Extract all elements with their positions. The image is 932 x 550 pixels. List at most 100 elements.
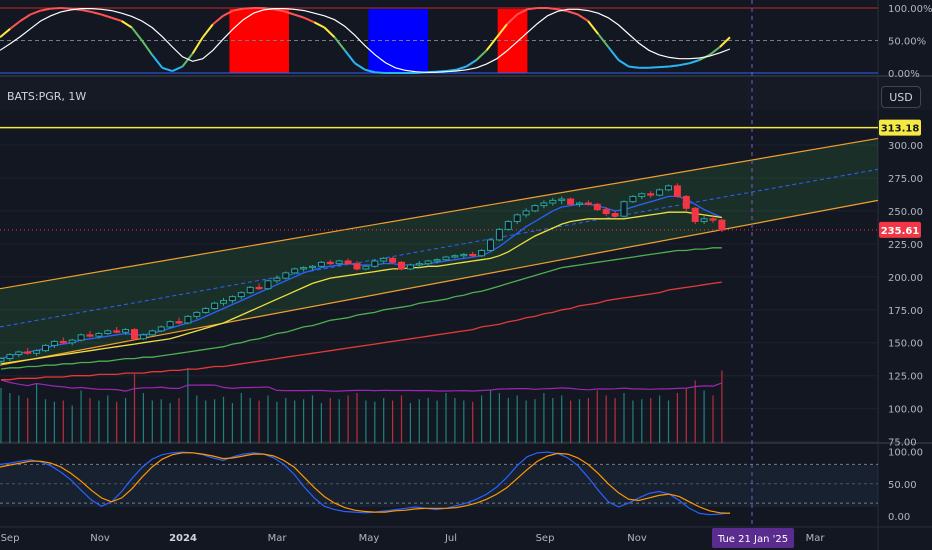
resistance-price-label: 313.18 <box>881 124 920 135</box>
candle-body <box>344 260 352 265</box>
volume-bar <box>436 400 438 443</box>
candle-body <box>495 228 503 241</box>
channel-upper-line <box>0 137 879 290</box>
candle-body <box>68 339 76 344</box>
last-price-label: 235.61 <box>881 226 920 237</box>
volume-bar <box>507 398 509 443</box>
oscillator-line-segment <box>80 8 92 13</box>
price-axis-tick-label: 300.00 <box>888 141 923 152</box>
oscillator-line-segment <box>131 26 143 42</box>
oscillator-band <box>0 465 878 507</box>
cursor-date-tag <box>712 528 794 548</box>
oscillator-line-segment <box>273 8 285 13</box>
candle-body <box>620 201 628 217</box>
oscillator-line-segment <box>669 64 680 68</box>
candle-body <box>309 265 316 269</box>
volume-bar <box>481 395 483 443</box>
candle-body <box>264 280 272 290</box>
oscillator-line-segment <box>151 54 164 69</box>
candle-body <box>415 263 423 266</box>
candle-body <box>202 307 210 313</box>
candle-body <box>353 263 361 270</box>
candle-body <box>362 265 370 270</box>
oscillator-line-segment <box>465 59 478 68</box>
top-axis-tick-label: 50.00% <box>888 37 926 48</box>
volume-bar <box>685 388 687 443</box>
osc-axis-tick-label: 50.00 <box>888 480 917 491</box>
volume-bar <box>356 393 358 443</box>
osc-axis-tick-label: 0.00 <box>888 512 910 523</box>
volume-bar <box>53 401 55 443</box>
candle-body <box>228 296 236 302</box>
candle-body <box>513 214 521 222</box>
candle-body <box>691 207 699 222</box>
ma-fast-line <box>0 195 723 360</box>
candle-body <box>602 209 610 215</box>
time-axis-label: May <box>359 533 380 544</box>
volume-bar <box>552 398 554 443</box>
oscillator-line-segment <box>60 7 72 10</box>
oscillator-line-segment <box>506 13 518 25</box>
resistance-price-tag <box>879 119 921 136</box>
cursor-date-label: Tue 21 Jan '25 <box>717 534 788 545</box>
volume-bar <box>383 398 385 443</box>
volume-bar <box>151 400 153 443</box>
ma-mid-line <box>0 211 722 365</box>
volume-bar <box>80 390 82 443</box>
currency-button[interactable]: USD <box>881 86 921 108</box>
volume-bar <box>231 403 233 443</box>
oscillator-signal-line <box>0 8 731 73</box>
candle-body <box>0 358 5 362</box>
candle-body <box>15 351 23 356</box>
volume-bar <box>596 390 598 443</box>
candle-body <box>335 260 343 265</box>
top-axis-tick-label: 100.00% <box>888 4 932 15</box>
ma-slow-line <box>0 247 722 370</box>
volume-bar <box>276 401 278 443</box>
oscillator-line-segment <box>101 13 112 19</box>
volume-bar <box>240 393 242 443</box>
volume-bar <box>650 398 652 443</box>
volume-bar <box>187 368 189 443</box>
oscillator-line-segment <box>0 28 11 39</box>
candle-body <box>166 321 174 328</box>
oscillator-line-segment <box>30 9 41 16</box>
volume-bar <box>107 395 109 443</box>
oscillator-line-segment <box>709 46 721 56</box>
candle-body <box>531 205 539 212</box>
volume-bar <box>418 399 420 443</box>
volume-bar <box>178 398 180 443</box>
oscillator-line-segment <box>9 20 21 30</box>
volume-bar <box>329 398 331 443</box>
candle-body <box>6 354 14 360</box>
volume-ma-line <box>0 379 723 392</box>
volume-bar <box>409 403 411 443</box>
volume-bar <box>320 403 322 443</box>
volume-bar <box>721 370 723 443</box>
price-axis-tick-label: 175.00 <box>888 306 923 317</box>
volume-bar <box>570 400 572 443</box>
time-axis-label: 2024 <box>169 533 197 544</box>
price-axis-tick-label: 225.00 <box>888 240 923 251</box>
candle-body <box>576 202 583 205</box>
candle-body <box>211 302 219 309</box>
oscillator-line-segment <box>607 46 620 61</box>
oscillator-line-segment <box>567 10 579 16</box>
volume-bar <box>0 388 2 443</box>
oscillator-line-segment <box>516 8 528 16</box>
oscillator-line-segment <box>283 10 295 16</box>
candle-body <box>237 292 245 298</box>
candle-body <box>42 344 49 352</box>
candle-body <box>433 259 441 262</box>
candle-body <box>567 198 575 205</box>
volume-bar <box>9 393 11 443</box>
candle-body <box>175 321 183 324</box>
volume-bar <box>525 400 527 443</box>
symbol-title: BATS:PGR, 1W <box>7 90 87 103</box>
volume-bar <box>303 399 305 443</box>
candle-body <box>131 329 138 340</box>
channel-mid-line <box>0 168 879 328</box>
stoch-d-line <box>0 452 731 514</box>
volume-bar <box>427 398 429 443</box>
